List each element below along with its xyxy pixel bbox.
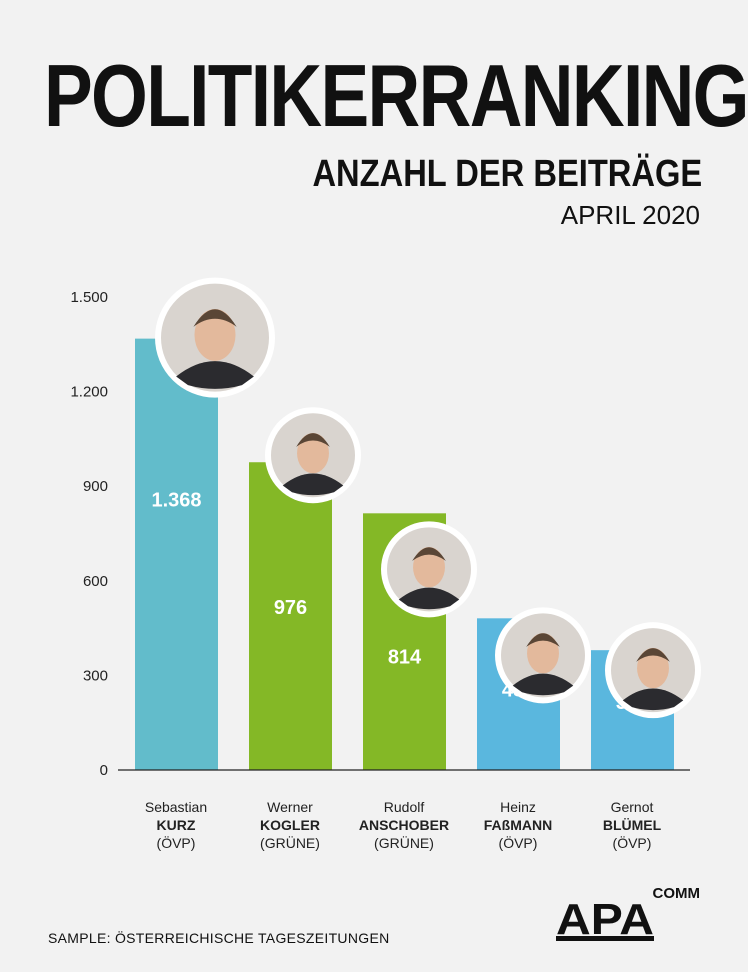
- party: (GRÜNE): [260, 835, 320, 851]
- portrait-hair: [636, 648, 670, 662]
- portrait-bluemel: [605, 622, 701, 719]
- portrait-face: [413, 547, 445, 588]
- portrait-hair: [296, 433, 330, 447]
- last-name: ANSCHOBER: [358, 817, 450, 833]
- portrait-face: [297, 432, 329, 474]
- first-name: Rudolf: [383, 799, 425, 815]
- y-tick-label: 0: [100, 762, 108, 779]
- party: (ÖVP): [498, 835, 538, 851]
- portrait-suit: [622, 688, 684, 711]
- portrait-face: [527, 633, 559, 674]
- bar-kogler: [249, 462, 332, 770]
- y-tick-label: 600: [83, 573, 108, 590]
- portrait-suit: [176, 361, 254, 389]
- portrait-kogler: [265, 407, 361, 504]
- party: (ÖVP): [612, 835, 652, 851]
- portrait-kurz: [155, 277, 275, 398]
- first-name: Sebastian: [144, 799, 208, 815]
- photos-group: [155, 277, 701, 719]
- y-tick-label: 1.500: [70, 289, 108, 306]
- portrait-face: [637, 647, 669, 689]
- first-name: Gernot: [610, 799, 654, 815]
- last-name: BLÜMEL: [602, 817, 662, 833]
- x-label-bluemel: Gernot BLÜMEL (ÖVP): [572, 798, 692, 852]
- portrait-hair: [412, 547, 446, 561]
- period-label: APRIL 2020: [560, 200, 700, 230]
- y-tick-label: 1.200: [70, 384, 108, 401]
- x-label-kurz: Sebastian KURZ (ÖVP): [116, 798, 236, 852]
- logo-sub: COMM: [653, 885, 701, 902]
- y-tick-label: 300: [83, 667, 108, 684]
- bar-value-label: 814: [388, 646, 422, 668]
- portrait-hair: [193, 309, 237, 327]
- x-label-fassmann: Heinz FAßMANN (ÖVP): [458, 798, 578, 852]
- portrait-suit: [398, 587, 460, 610]
- first-name: Werner: [267, 799, 313, 815]
- party: (ÖVP): [156, 835, 196, 851]
- last-name: KOGLER: [260, 817, 320, 833]
- portrait-anschober: [381, 521, 477, 618]
- bar-value-label: 976: [274, 597, 307, 619]
- portrait-suit: [512, 673, 574, 696]
- apa-comm-logo: COMM APA: [556, 885, 701, 944]
- portrait-fassmann: [495, 607, 591, 704]
- y-tick-label: 900: [83, 478, 108, 495]
- portrait-face: [194, 309, 236, 361]
- first-name: Heinz: [500, 799, 536, 815]
- last-name: FAßMANN: [483, 817, 553, 833]
- x-label-anschober: Rudolf ANSCHOBER (GRÜNE): [344, 798, 464, 852]
- sample-note: SAMPLE: ÖSTERREICHISCHE TAGESZEITUNGEN: [48, 930, 390, 946]
- logo-main: APA: [556, 895, 654, 944]
- last-name: KURZ: [156, 817, 196, 833]
- portrait-hair: [526, 633, 560, 647]
- logo-bar: [556, 936, 654, 941]
- portrait-suit: [282, 473, 344, 496]
- bar-kurz: [135, 338, 218, 770]
- y-axis: 0 300 600 900 1.200 1.500: [70, 289, 108, 779]
- x-label-kogler: Werner KOGLER (GRÜNE): [230, 798, 350, 852]
- chart-subtitle: ANZAHL DER BEITRÄGE: [312, 153, 702, 195]
- party: (GRÜNE): [374, 835, 434, 851]
- bar-value-label: 1.368: [151, 490, 201, 512]
